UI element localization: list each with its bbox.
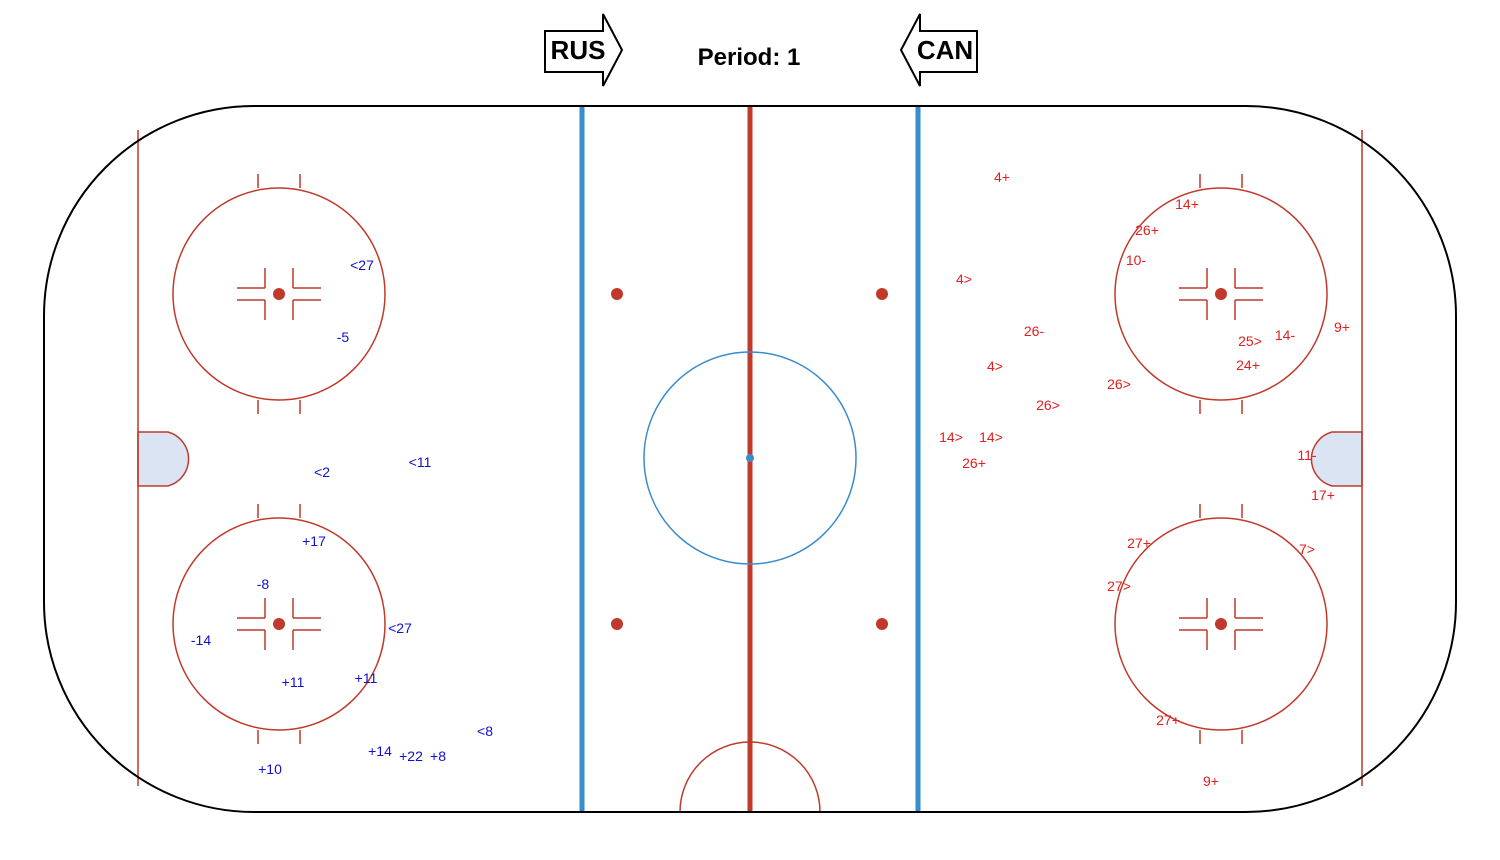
rus-event-label: -8 [257,576,270,592]
faceoff-spot [273,618,285,630]
rus-event-label: +8 [430,748,446,764]
neutral-dot-left-top [611,288,623,300]
rus-event-label: +17 [302,533,326,549]
can-event-label: 14> [979,429,1003,445]
can-event-label: 4> [956,271,972,287]
rus-event-label: +10 [258,761,282,777]
can-event-label: 10- [1126,252,1147,268]
left-goal-crease [137,431,190,487]
can-event-label: 25> [1238,333,1262,349]
rus-event-label: +11 [355,670,378,686]
can-event-label: 14- [1275,327,1296,343]
rus-event-label: -5 [337,329,350,345]
center-faceoff-circle [643,351,857,565]
center-faceoff-dot [746,454,754,462]
neutral-dot-right-top [876,288,888,300]
faceoff-circle-can-bottom [1114,504,1328,744]
can-event-label: 7> [1299,541,1315,557]
can-event-label: 4+ [994,169,1010,185]
rink-boards [43,105,1457,813]
neutral-dot-left-bottom [611,618,623,630]
can-event-label: 26> [1036,397,1060,413]
can-event-label: 9+ [1203,773,1219,789]
right-goal-crease [1310,431,1363,487]
faceoff-spot [1215,288,1227,300]
can-event-label: 11- [1297,447,1317,463]
left-team-label: RUS [551,35,606,65]
can-event-label: 14> [939,429,963,445]
rus-event-label: <8 [477,723,493,739]
rus-event-label: +11 [282,674,305,690]
can-event-label: 17+ [1311,487,1335,503]
can-event-label: 9+ [1334,319,1350,335]
can-event-label: 27+ [1127,535,1151,551]
rus-event-label: +14 [368,743,392,759]
faceoff-spot [273,288,285,300]
can-event-label: 26- [1024,323,1045,339]
can-event-label: 27+ [1156,712,1180,728]
rus-direction-arrow: RUS [544,13,624,87]
can-event-label: 26+ [962,455,986,471]
can-direction-arrow: CAN [899,13,978,87]
can-event-label: 26+ [1135,222,1159,238]
period-label: Period: 1 [698,44,801,71]
faceoff-spot [1215,618,1227,630]
can-event-label: 14+ [1175,196,1199,212]
rus-event-label: <2 [314,464,330,480]
rus-event-label: +22 [399,748,423,764]
referee-crease [679,741,821,813]
faceoff-circle-rus-top [172,174,386,414]
rus-event-label: -14 [191,632,211,648]
rus-event-label: <27 [388,620,412,636]
can-event-label: 27> [1107,578,1131,594]
neutral-dot-right-bottom [876,618,888,630]
can-event-label: 4> [987,358,1003,374]
right-team-label: CAN [917,35,973,65]
can-event-label: 26> [1107,376,1131,392]
rus-event-label: <27 [350,257,374,273]
rus-event-label: <11 [409,454,432,470]
can-event-label: 24+ [1236,357,1260,373]
faceoff-circle-can-top [1114,174,1328,414]
faceoff-circle-rus-bottom [172,504,386,744]
